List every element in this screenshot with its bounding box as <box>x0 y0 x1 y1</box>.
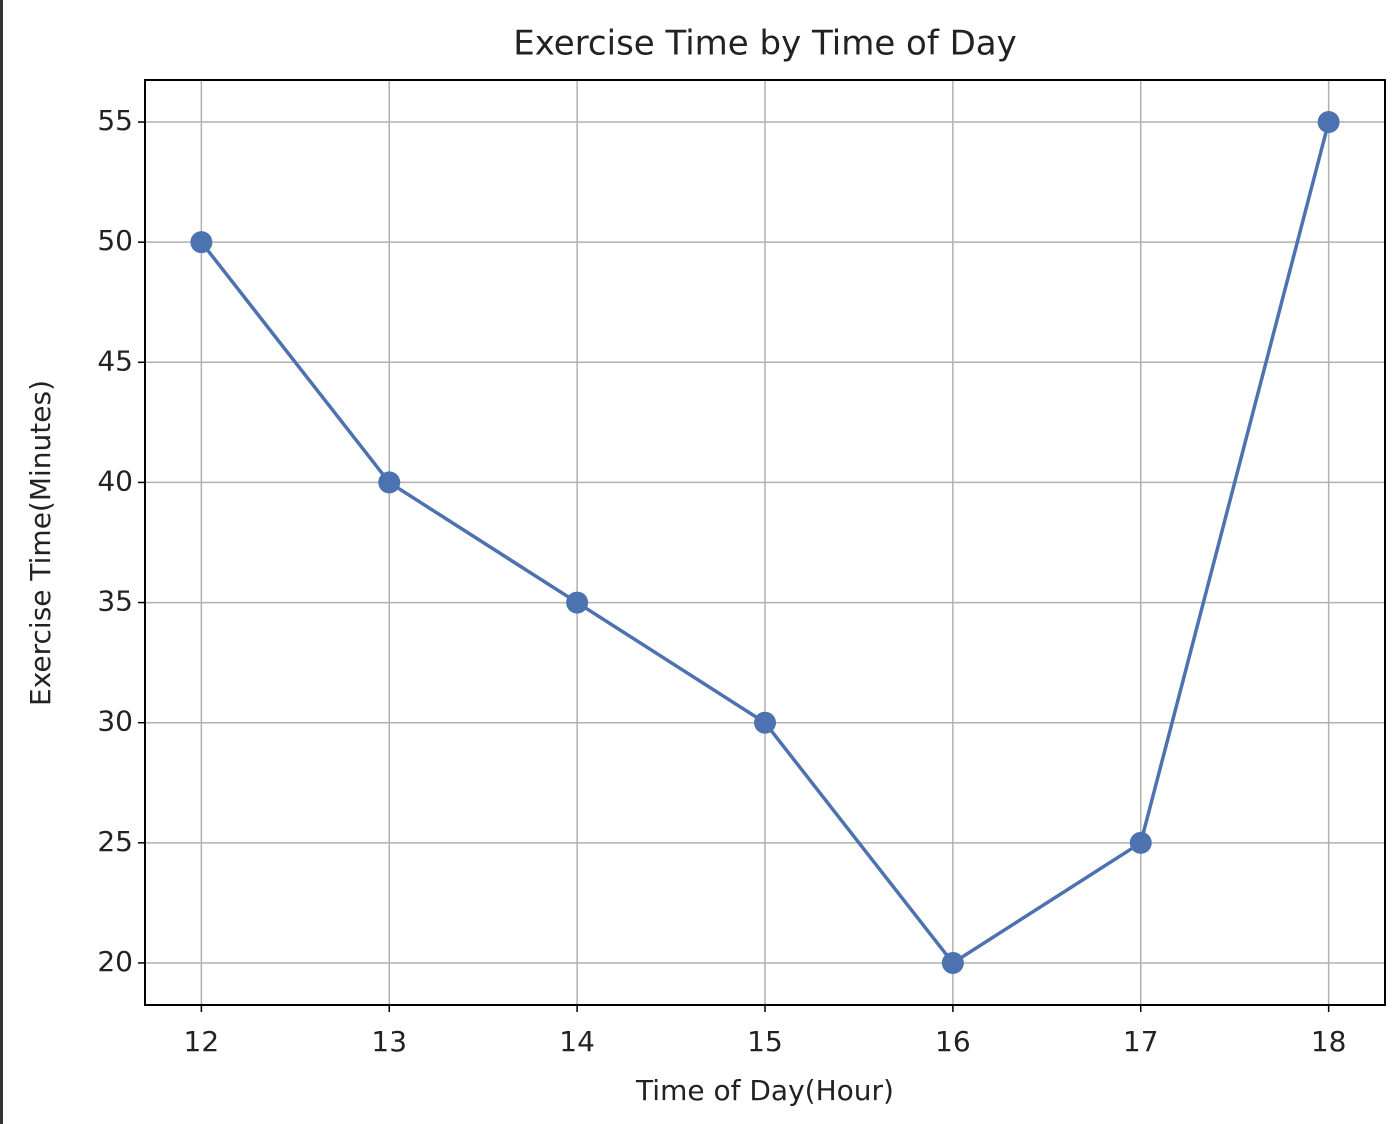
y-tick-label: 45 <box>97 344 133 377</box>
x-tick-label: 16 <box>935 1025 971 1058</box>
y-axis-label: Exercise Time(Minutes) <box>24 380 57 706</box>
x-tick-label: 15 <box>747 1025 783 1058</box>
chart-title: Exercise Time by Time of Day <box>513 24 1017 64</box>
x-tick-label: 17 <box>1123 1025 1159 1058</box>
x-tick-label: 12 <box>184 1025 220 1058</box>
y-tick-label: 30 <box>97 705 133 738</box>
y-tick-label: 50 <box>97 224 133 257</box>
x-axis-label: Time of Day(Hour) <box>635 1074 894 1107</box>
marker <box>190 231 213 254</box>
marker <box>378 471 401 494</box>
x-tick-label: 18 <box>1311 1025 1347 1058</box>
y-tick-label: 40 <box>97 464 133 497</box>
x-tick-label: 13 <box>371 1025 407 1058</box>
y-tick-label: 20 <box>97 945 133 978</box>
y-tick-label: 35 <box>97 585 133 618</box>
marker <box>1129 831 1152 854</box>
marker <box>941 951 964 974</box>
marker <box>1317 111 1340 134</box>
y-tick-label: 55 <box>97 104 133 137</box>
marker <box>754 711 776 734</box>
plot-frame <box>144 79 1386 1006</box>
marker <box>566 591 589 614</box>
y-tick-label: 25 <box>97 825 133 858</box>
x-tick-label: 14 <box>559 1025 595 1058</box>
